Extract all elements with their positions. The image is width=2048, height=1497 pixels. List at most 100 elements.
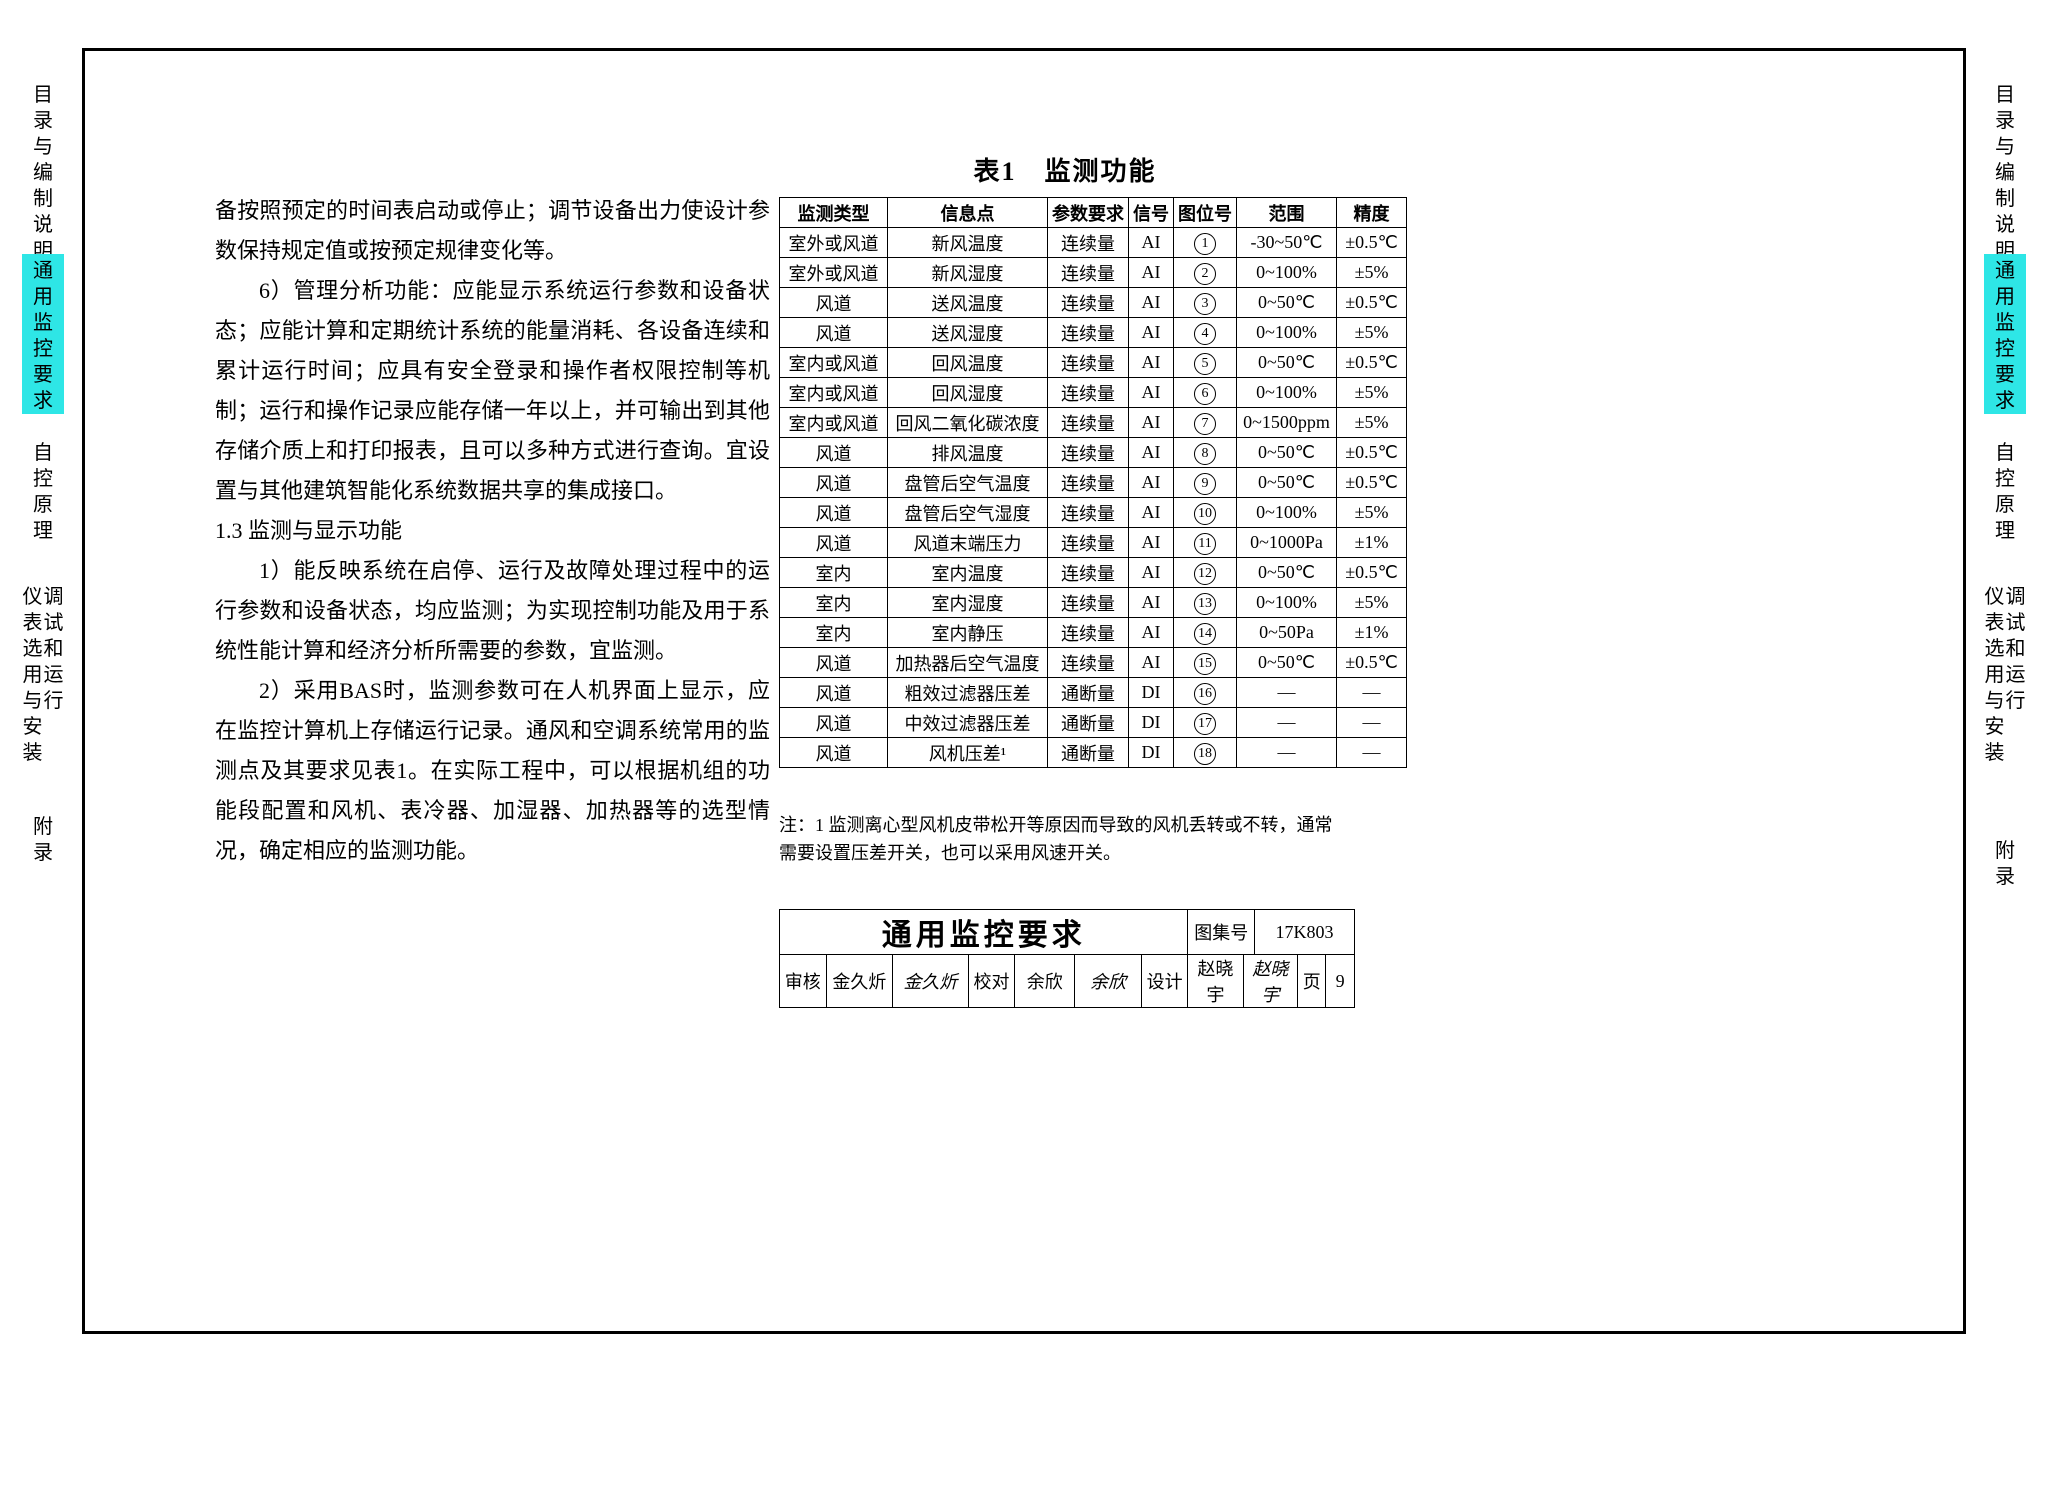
table-cell: 16 [1174,678,1237,708]
table-cell: 通断量 [1048,708,1129,738]
table-header-row: 监测类型信息点参数要求信号图位号范围精度 [780,198,1407,228]
reviewer-name: 金久炘 [826,955,893,1008]
table-cell: 新风温度 [888,228,1048,258]
table-cell: AI [1129,378,1174,408]
table-cell: ±0.5℃ [1337,228,1407,258]
table-cell: 回风二氧化碳浓度 [888,408,1048,438]
position-number-icon: 14 [1194,623,1216,645]
table-cell: 连续量 [1048,438,1129,468]
table-cell: ±0.5℃ [1337,468,1407,498]
inner-frame: 备按照预定的时间表启动或停止；调节设备出力使设计参数保持规定值或按预定规律变化等… [95,61,1953,1321]
table-cell: 盘管后空气湿度 [888,498,1048,528]
table-cell: 室内温度 [888,558,1048,588]
para-3: 1）能反映系统在启停、运行及故障处理过程中的运行参数和设备状态，均应监测；为实现… [215,551,770,671]
table-cell: 8 [1174,438,1237,468]
table-cell: 风道 [780,318,888,348]
table-note: 注：1 监测离心型风机皮带松开等原因而导致的风机丢转或不转，通常需要设置压差开关… [779,811,1349,867]
side-tab[interactable]: 目录与编制说明 [1984,78,2026,264]
check-label: 校对 [968,955,1015,1008]
side-tab[interactable]: 自控原理 [22,436,64,544]
table-row: 室内或风道回风二氧化碳浓度连续量AI70~1500ppm±5% [780,408,1407,438]
table-header-cell: 图位号 [1174,198,1237,228]
para-4: 2）采用BAS时，监测参数可在人机界面上显示，应在监控计算机上存储运行记录。通风… [215,671,770,871]
table-cell: — [1237,738,1337,768]
design-label: 设计 [1141,955,1188,1008]
side-tab-col: 仪表选用与安装 [22,584,43,766]
atlas-value: 17K803 [1255,910,1355,955]
table-cell: 0~100% [1237,318,1337,348]
table-row: 室内或风道回风湿度连续量AI60~100%±5% [780,378,1407,408]
table-cell: 15 [1174,648,1237,678]
table-cell: 连续量 [1048,558,1129,588]
page-number: 9 [1326,955,1354,1007]
table-row: 室外或风道新风温度连续量AI1-30~50℃±0.5℃ [780,228,1407,258]
position-number-icon: 1 [1194,233,1216,255]
table-cell: 18 [1174,738,1237,768]
table-cell: ±0.5℃ [1337,348,1407,378]
table-header-cell: 参数要求 [1048,198,1129,228]
side-tab[interactable]: 自控原理 [1984,436,2026,544]
monitoring-table: 监测类型信息点参数要求信号图位号范围精度 室外或风道新风温度连续量AI1-30~… [779,197,1407,768]
table-cell: ±1% [1337,618,1407,648]
table-cell: 风道 [780,528,888,558]
position-number-icon: 7 [1194,413,1216,435]
side-tab[interactable]: 附录 [1984,834,2026,890]
position-number-icon: 9 [1194,473,1216,495]
table-cell: 1 [1174,228,1237,258]
table-caption: 表1 监测功能 [785,151,1345,188]
side-tab[interactable]: 附录 [22,810,64,866]
table-row: 室内室内湿度连续量AI130~100%±5% [780,588,1407,618]
checker-signature: 余欣 [1075,955,1142,1008]
drawing-title: 通用监控要求 [780,910,1188,955]
side-tab[interactable]: 通用监控要求 [1984,254,2026,414]
side-tab[interactable]: 仪表选用与安装调试和运行 [22,580,64,766]
table-cell: 0~50℃ [1237,288,1337,318]
table-cell: 2 [1174,258,1237,288]
table-cell: ±5% [1337,258,1407,288]
side-tab[interactable]: 仪表选用与安装调试和运行 [1984,580,2026,766]
table-cell: 连续量 [1048,648,1129,678]
position-number-icon: 4 [1194,323,1216,345]
table-row: 风道送风湿度连续量AI40~100%±5% [780,318,1407,348]
table-cell: 连续量 [1048,258,1129,288]
designer-name: 赵晓宇 [1188,955,1243,1007]
table-cell: 室内 [780,618,888,648]
designer-signature: 赵晓宇 [1243,955,1298,1007]
position-number-icon: 5 [1194,353,1216,375]
position-number-icon: 2 [1194,263,1216,285]
position-number-icon: 8 [1194,443,1216,465]
table-cell: — [1337,708,1407,738]
table-cell: ±0.5℃ [1337,438,1407,468]
title-block: 通用监控要求 图集号 17K803 审核 金久炘 金久炘 校对 余欣 余欣 设计… [779,909,1355,1008]
position-number-icon: 16 [1194,683,1216,705]
table-cell: 0~100% [1237,378,1337,408]
table-row: 风道送风温度连续量AI30~50℃±0.5℃ [780,288,1407,318]
table-cell: 0~1000Pa [1237,528,1337,558]
table-cell: — [1337,738,1407,768]
table-cell: 6 [1174,378,1237,408]
table-cell: AI [1129,528,1174,558]
table-cell: 0~50Pa [1237,618,1337,648]
table-cell: 0~50℃ [1237,348,1337,378]
position-number-icon: 15 [1194,653,1216,675]
table-cell: 回风湿度 [888,378,1048,408]
side-tab-col: 调试和运行 [2005,584,2026,766]
table-cell: AI [1129,258,1174,288]
table-cell: AI [1129,648,1174,678]
table-cell: ±0.5℃ [1337,558,1407,588]
side-tab[interactable]: 目录与编制说明 [22,78,64,264]
side-tab[interactable]: 通用监控要求 [22,254,64,414]
table-cell: 送风湿度 [888,318,1048,348]
table-cell: 室内或风道 [780,348,888,378]
table-cell: 10 [1174,498,1237,528]
table-cell: 室外或风道 [780,228,888,258]
table-row: 风道排风温度连续量AI80~50℃±0.5℃ [780,438,1407,468]
table-cell: ±5% [1337,318,1407,348]
table-cell: -30~50℃ [1237,228,1337,258]
table-cell: 11 [1174,528,1237,558]
table-row: 室内室内静压连续量AI140~50Pa±1% [780,618,1407,648]
side-tab-col: 调试和运行 [43,584,64,766]
table-cell: 连续量 [1048,498,1129,528]
position-number-icon: 13 [1194,593,1216,615]
position-number-icon: 12 [1194,563,1216,585]
